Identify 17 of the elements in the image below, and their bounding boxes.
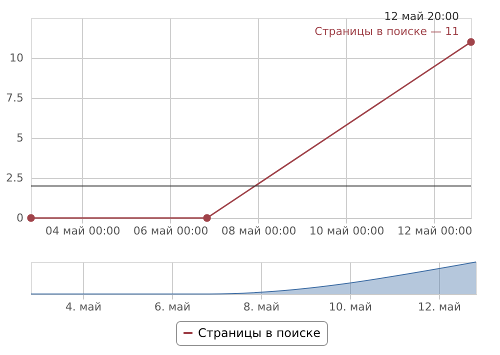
x-tick-label: 10. май	[328, 300, 372, 314]
y-tick-label: 2.5	[6, 172, 24, 184]
y-tick-label: 10	[10, 52, 24, 64]
y-tick-label: 0	[16, 212, 24, 224]
x-tick-label: 08 май 00:00	[221, 224, 296, 238]
x-tick-label: 8. май	[243, 300, 280, 314]
legend-label: Страницы в поиске	[198, 326, 321, 340]
x-tick-label: 6. май	[154, 300, 191, 314]
annotation: 12 май 20:00 Страницы в поиске — 11	[314, 10, 459, 38]
x-tick-label: 10 май 00:00	[309, 224, 384, 238]
y-tick-label: 7.5	[6, 92, 24, 104]
x-tick-label: 12. май	[418, 300, 462, 314]
y-tick-label: 5	[16, 132, 24, 144]
x-tick-label: 12 май 00:00	[397, 224, 472, 238]
x-tick-label: 06 май 00:00	[133, 224, 208, 238]
x-tick-label: 04 май 00:00	[45, 224, 120, 238]
x-tick-label: 4. май	[65, 300, 102, 314]
